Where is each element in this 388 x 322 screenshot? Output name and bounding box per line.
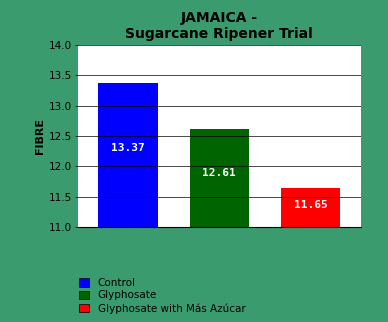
- Bar: [281, 188, 340, 227]
- Legend: Control, Glyphosate, Glyphosate with Más Azúcar: Control, Glyphosate, Glyphosate with Más…: [79, 278, 246, 314]
- Text: 12.61: 12.61: [203, 168, 236, 178]
- Text: 13.37: 13.37: [111, 143, 145, 153]
- Y-axis label: FIBRE: FIBRE: [35, 118, 45, 154]
- Title: JAMAICA -
Sugarcane Ripener Trial: JAMAICA - Sugarcane Ripener Trial: [125, 11, 313, 41]
- Text: 11.65: 11.65: [294, 200, 327, 210]
- Bar: [189, 129, 249, 227]
- Bar: [98, 83, 158, 227]
